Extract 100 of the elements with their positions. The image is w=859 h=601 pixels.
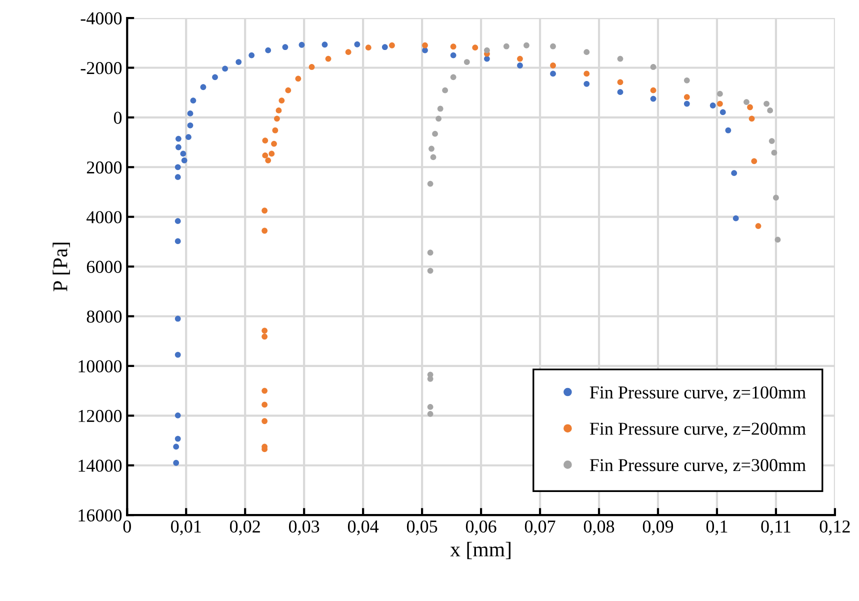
point <box>262 334 268 340</box>
point <box>716 90 723 97</box>
point <box>174 352 181 358</box>
point <box>767 108 774 114</box>
point <box>262 418 268 424</box>
y-tick-label: 8000 <box>86 310 122 323</box>
point <box>200 84 206 90</box>
point <box>747 104 753 110</box>
point <box>430 154 436 160</box>
point <box>265 157 272 164</box>
point <box>212 74 218 80</box>
point <box>503 43 510 50</box>
point <box>278 98 285 104</box>
point <box>265 47 272 54</box>
point <box>484 56 490 62</box>
point <box>173 444 180 450</box>
point <box>248 52 255 58</box>
point <box>771 150 778 156</box>
x-tick-label: 0,12 <box>820 520 850 536</box>
y-tick-label: 14000 <box>78 460 122 472</box>
point <box>174 316 181 322</box>
point <box>617 89 624 96</box>
point <box>427 180 434 187</box>
point <box>710 102 716 108</box>
point <box>744 99 750 105</box>
legend-label: Fin Pressure curve, z=100mm <box>590 386 806 402</box>
point <box>428 146 434 152</box>
point <box>174 218 181 224</box>
point <box>322 42 328 48</box>
x-tick-label: 0,09 <box>642 520 674 536</box>
legend-label: Fin Pressure curve, z=300mm <box>590 459 806 474</box>
point <box>427 268 434 274</box>
point <box>650 87 656 94</box>
point <box>427 404 434 410</box>
point <box>550 70 556 77</box>
point <box>731 170 738 176</box>
point <box>176 144 182 150</box>
point <box>584 80 590 87</box>
point <box>262 402 268 408</box>
point <box>464 59 470 65</box>
point <box>295 76 302 82</box>
point <box>768 138 775 144</box>
point <box>650 64 656 70</box>
point <box>751 158 758 164</box>
point <box>285 87 292 94</box>
point <box>276 108 282 114</box>
point <box>517 56 523 62</box>
point <box>262 138 268 144</box>
point <box>186 134 192 140</box>
point <box>748 116 755 122</box>
y-tick-label: 16000 <box>78 509 122 522</box>
point <box>584 70 590 77</box>
point <box>271 140 277 147</box>
point <box>365 44 372 51</box>
point <box>684 94 690 100</box>
point <box>174 238 181 244</box>
legend-label: Fin Pressure curve, z=200mm <box>590 422 806 438</box>
point <box>755 223 762 229</box>
point <box>272 127 278 134</box>
point <box>437 106 444 112</box>
point <box>650 96 656 102</box>
y-tick-label: -2000 <box>80 62 122 74</box>
point <box>774 236 781 243</box>
point <box>684 100 690 107</box>
point <box>584 49 590 56</box>
x-tick-label: 0,04 <box>348 520 379 536</box>
x-tick-label: 0,1 <box>706 520 728 536</box>
point <box>389 42 395 48</box>
point <box>298 42 305 48</box>
y-tick-label: -4000 <box>80 12 122 24</box>
point <box>773 194 779 201</box>
point <box>176 136 182 142</box>
point <box>174 164 181 170</box>
point <box>345 49 352 56</box>
y-tick-label: 12000 <box>78 410 122 422</box>
point <box>382 44 388 50</box>
x-tick-label: 0,06 <box>466 520 496 536</box>
point <box>236 59 242 65</box>
x-tick-label: 0,01 <box>171 520 201 536</box>
point <box>422 47 428 54</box>
point <box>190 98 196 104</box>
point <box>732 215 739 222</box>
x-tick-label: 0,07 <box>524 520 556 536</box>
point <box>262 152 268 158</box>
point <box>174 174 181 180</box>
y-tick-label: 0 <box>114 112 122 124</box>
point <box>187 122 194 128</box>
x-tick-label: 0,03 <box>288 520 320 536</box>
point <box>268 150 275 157</box>
point <box>222 66 228 72</box>
x-tick-label: 0,11 <box>761 520 790 536</box>
point <box>262 208 268 214</box>
point <box>308 64 315 70</box>
point <box>550 62 556 68</box>
point <box>181 157 188 164</box>
point <box>764 100 770 107</box>
point <box>524 42 530 48</box>
y-tick-label: 4000 <box>86 211 122 224</box>
point <box>427 250 434 256</box>
point <box>517 62 523 68</box>
